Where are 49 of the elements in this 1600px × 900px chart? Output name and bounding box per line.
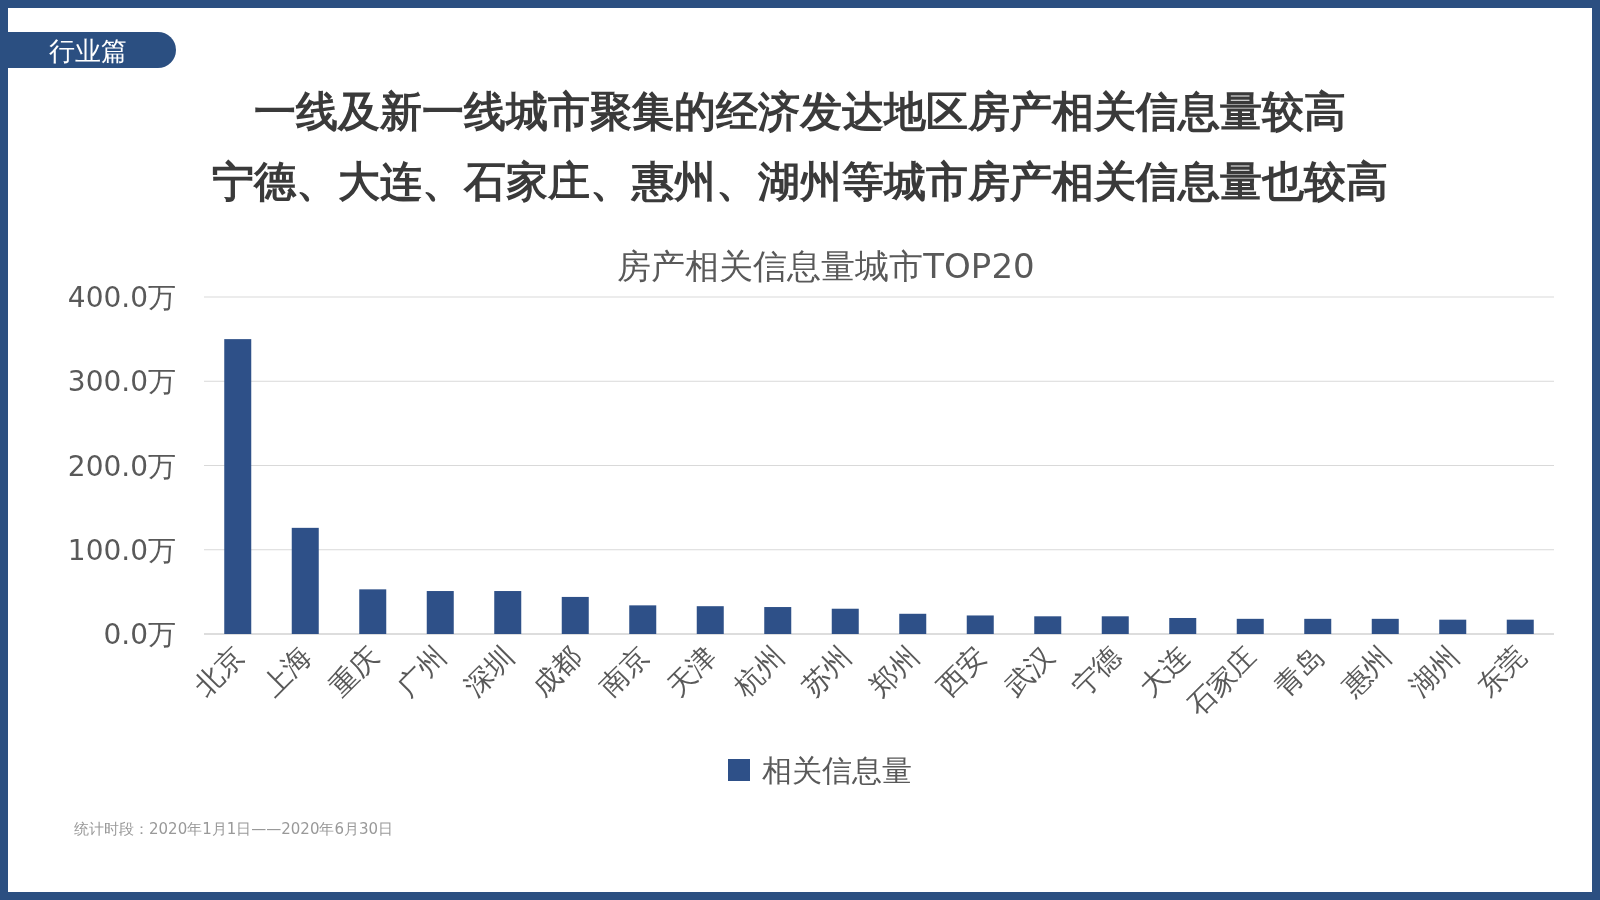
x-tick-label: 青岛 bbox=[1267, 639, 1331, 703]
x-tick-label: 成都 bbox=[525, 639, 589, 703]
x-tick-label: 天津 bbox=[660, 639, 724, 703]
bar bbox=[561, 596, 589, 634]
bar bbox=[224, 339, 252, 634]
x-tick-label: 广州 bbox=[390, 639, 454, 703]
bar bbox=[629, 605, 657, 634]
x-tick-label: 郑州 bbox=[862, 639, 926, 703]
x-tick-label: 湖州 bbox=[1402, 639, 1466, 703]
y-tick-label: 300.0万 bbox=[67, 365, 176, 399]
x-tick-label: 深圳 bbox=[457, 639, 521, 703]
bar bbox=[1506, 619, 1534, 634]
chart-title: 房产相关信息量城市TOP20 bbox=[617, 246, 1035, 286]
bar bbox=[291, 527, 319, 634]
bar bbox=[1169, 617, 1197, 634]
x-tick-label: 南京 bbox=[592, 639, 656, 703]
x-tick-label: 宁德 bbox=[1065, 639, 1129, 703]
bar bbox=[831, 608, 859, 634]
bar bbox=[966, 615, 994, 634]
legend-label: 相关信息量 bbox=[762, 753, 912, 788]
y-tick-label: 100.0万 bbox=[67, 533, 176, 567]
bar bbox=[1439, 619, 1467, 634]
bar bbox=[1304, 618, 1332, 634]
bar bbox=[1371, 618, 1399, 634]
bar bbox=[426, 591, 454, 634]
bar bbox=[1034, 616, 1062, 634]
x-tick-label: 重庆 bbox=[322, 639, 386, 703]
x-tick-label: 杭州 bbox=[727, 639, 791, 704]
text: 一线及新一线城市聚集的经济发达地区房产相关信息量较高 bbox=[254, 87, 1346, 136]
bar bbox=[1236, 618, 1264, 634]
bar bbox=[899, 613, 927, 634]
text: 统计时段：2020年1月1日——2020年6月30日 bbox=[74, 820, 394, 838]
x-tick-label: 西安 bbox=[930, 639, 994, 703]
text: 行业篇 bbox=[49, 36, 127, 66]
x-tick-label: 北京 bbox=[187, 639, 251, 703]
x-tick-label: 苏州 bbox=[795, 639, 859, 703]
x-tick-label: 武汉 bbox=[997, 639, 1061, 703]
y-tick-label: 200.0万 bbox=[67, 449, 176, 483]
bar bbox=[494, 591, 522, 634]
y-tick-label: 0.0万 bbox=[103, 618, 176, 651]
y-tick-label: 400.0万 bbox=[67, 281, 176, 314]
x-tick-label: 惠州 bbox=[1334, 639, 1399, 704]
bar bbox=[359, 589, 387, 634]
bar bbox=[696, 606, 724, 634]
bar bbox=[1101, 616, 1129, 634]
x-tick-label: 上海 bbox=[255, 639, 319, 703]
x-tick-label: 东莞 bbox=[1470, 639, 1534, 703]
bar bbox=[764, 607, 792, 634]
text: 宁德、大连、石家庄、惠州、湖州等城市房产相关信息量也较高 bbox=[212, 157, 1388, 206]
